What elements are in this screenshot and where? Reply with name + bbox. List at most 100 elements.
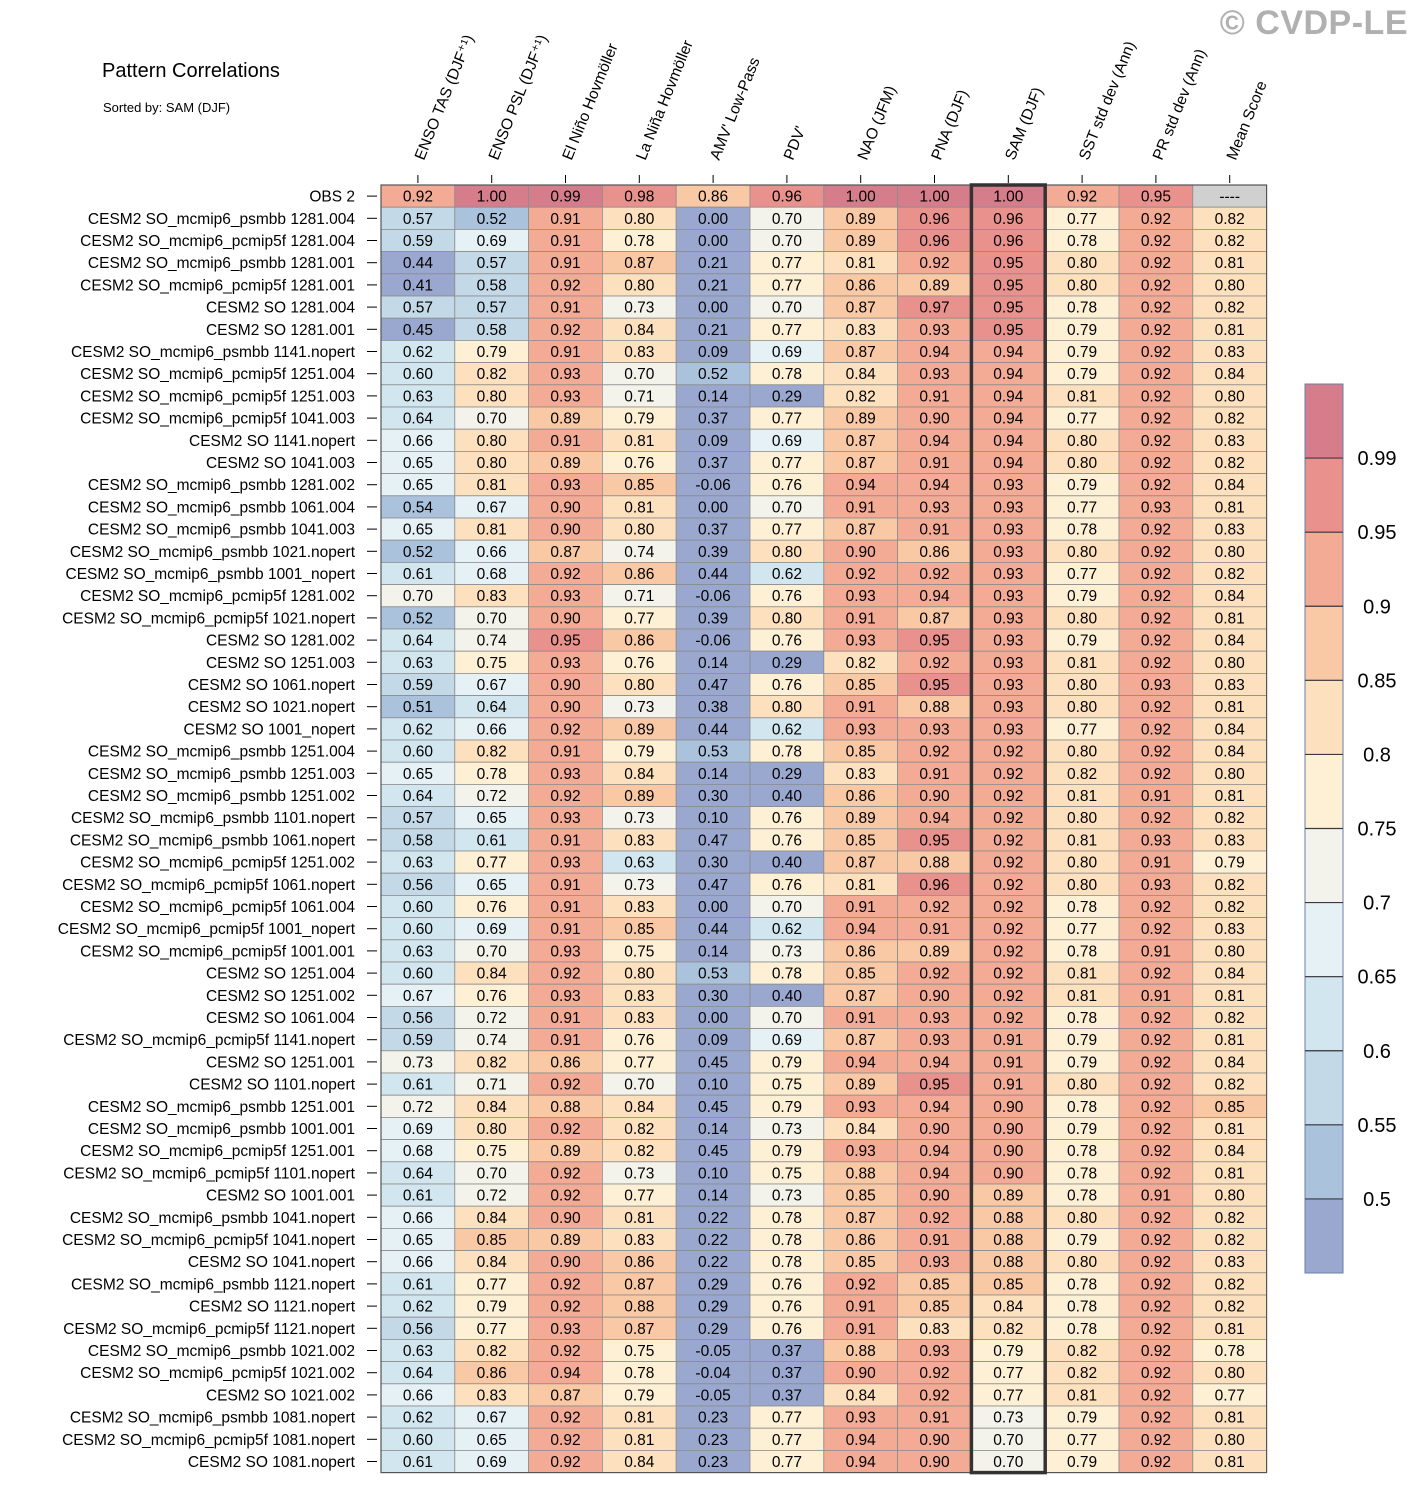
cell-value-label: 0.94 bbox=[919, 1143, 950, 1160]
cell-value-label: 0.70 bbox=[772, 300, 803, 317]
cell-value-label: 0.77 bbox=[993, 1365, 1023, 1382]
cell-value-label: 0.92 bbox=[846, 566, 876, 583]
cell-value-label: 0.76 bbox=[772, 588, 802, 605]
cell-value-label: 0.87 bbox=[846, 433, 876, 450]
cell-value-label: 0.75 bbox=[477, 1143, 507, 1160]
cell-value-label: 0.92 bbox=[1141, 1254, 1171, 1271]
cell-value-label: 0.91 bbox=[919, 522, 949, 539]
cell-value-label: 0.90 bbox=[846, 544, 877, 561]
row-label: CESM2 SO_mcmip6_pcmip5f 1001.001 bbox=[80, 943, 355, 960]
cell-value-label: 0.65 bbox=[403, 766, 433, 783]
highlight-column-frame bbox=[969, 183, 1047, 1475]
cell-value-label: 0.91 bbox=[919, 388, 949, 405]
cell-value-label: 0.88 bbox=[550, 1099, 580, 1116]
cell-value-label: 0.89 bbox=[846, 211, 876, 228]
cell-value-label: 0.76 bbox=[772, 1321, 802, 1338]
cell-value-label: 0.90 bbox=[919, 1188, 950, 1205]
colorbar-segment bbox=[1304, 457, 1344, 533]
cell-value-label: 0.21 bbox=[698, 322, 728, 339]
cell-value-label: 0.86 bbox=[624, 1254, 654, 1271]
row-label: CESM2 SO_mcmip6_pcmip5f 1281.001 bbox=[80, 277, 355, 294]
colorbar-tick-label: 0.85 bbox=[1358, 670, 1397, 692]
watermark: © CVDP-LE bbox=[1219, 4, 1408, 42]
cell-value-label: 0.57 bbox=[403, 300, 433, 317]
cell-value-label: 0.37 bbox=[772, 1387, 802, 1404]
cell-value-label: 0.92 bbox=[1141, 655, 1171, 672]
row-label: CESM2 SO 1021.nopert bbox=[188, 699, 356, 716]
row-label: CESM2 SO_mcmip6_pcmip5f 1061.nopert bbox=[62, 877, 356, 894]
row-label: CESM2 SO 1001_nopert bbox=[184, 721, 356, 738]
row-label: CESM2 SO 1101.nopert bbox=[189, 1077, 356, 1094]
cell-value-label: 0.69 bbox=[772, 344, 802, 361]
cell-value-label: 0.79 bbox=[1067, 344, 1097, 361]
cell-value-label: 0.86 bbox=[846, 277, 876, 294]
cell-value-label: 0.72 bbox=[477, 1188, 507, 1205]
cell-value-label: 0.80 bbox=[1067, 1254, 1098, 1271]
cell-value-label: 0.14 bbox=[698, 388, 729, 405]
cell-value-label: 0.73 bbox=[403, 1054, 433, 1071]
cell-value-label: 0.23 bbox=[698, 1454, 728, 1471]
cell-value-label: 0.79 bbox=[1215, 855, 1245, 872]
cell-value-label: 0.62 bbox=[403, 344, 433, 361]
cell-value-label: 0.93 bbox=[550, 943, 580, 960]
cell-value-label: 0.84 bbox=[1215, 744, 1246, 761]
cell-value-label: 0.92 bbox=[1141, 1010, 1171, 1027]
row-label: CESM2 SO_mcmip6_psmbb 1001_nopert bbox=[66, 566, 356, 583]
column-label-pna-djf: PNA (DJF) bbox=[928, 87, 972, 162]
cell-value-label: 0.83 bbox=[1215, 433, 1245, 450]
cell-value-label: 0.10 bbox=[698, 810, 729, 827]
cell-value-label: 0.93 bbox=[1141, 677, 1171, 694]
row-label: CESM2 SO 1121.nopert bbox=[189, 1299, 356, 1316]
cell-value-label: 0.92 bbox=[919, 255, 949, 272]
cell-value-label: 0.66 bbox=[477, 544, 507, 561]
cell-value-label: 0.52 bbox=[477, 211, 507, 228]
cell-value-label: 0.37 bbox=[698, 522, 728, 539]
cell-value-label: 0.73 bbox=[772, 1121, 802, 1138]
cell-value-label: 0.83 bbox=[1215, 921, 1245, 938]
cell-value-label: -0.04 bbox=[695, 1365, 731, 1382]
cell-value-label: 0.92 bbox=[550, 1454, 580, 1471]
cell-value-label: 0.85 bbox=[846, 966, 876, 983]
cell-value-label: 0.86 bbox=[846, 943, 876, 960]
cell-value-label: 0.92 bbox=[919, 966, 949, 983]
cell-value-label: 0.80 bbox=[1067, 455, 1098, 472]
colorbar-segment bbox=[1304, 605, 1344, 681]
cell-value-label: 0.76 bbox=[477, 988, 507, 1005]
cell-value-label: 0.93 bbox=[993, 633, 1023, 650]
cell-value-label: 0.78 bbox=[772, 366, 802, 383]
cell-value-label: 0.80 bbox=[772, 610, 803, 627]
cell-value-label: 0.93 bbox=[993, 677, 1023, 694]
cell-value-label: 0.67 bbox=[477, 1410, 507, 1427]
cell-value-label: 0.14 bbox=[698, 943, 729, 960]
cell-value-label: 0.92 bbox=[1141, 1299, 1171, 1316]
cell-value-label: 0.94 bbox=[919, 1099, 950, 1116]
cell-value-label: 0.90 bbox=[846, 1365, 877, 1382]
cell-value-label: 0.92 bbox=[993, 943, 1023, 960]
cell-value-label: 0.75 bbox=[624, 1343, 654, 1360]
cell-value-label: 0.81 bbox=[1067, 988, 1097, 1005]
cell-value-label: 0.80 bbox=[477, 455, 508, 472]
cell-value-label: 0.81 bbox=[1215, 610, 1245, 627]
cell-value-label: 0.78 bbox=[772, 1210, 802, 1227]
cell-value-label: 0.61 bbox=[403, 1454, 433, 1471]
cell-value-label: 0.77 bbox=[1215, 1387, 1245, 1404]
cell-value-label: 0.78 bbox=[1067, 1010, 1097, 1027]
cell-value-label: 0.77 bbox=[1067, 499, 1097, 516]
cell-value-label: 0.82 bbox=[1215, 1077, 1245, 1094]
cell-value-label: 0.93 bbox=[993, 499, 1023, 516]
cell-value-label: 0.58 bbox=[403, 832, 433, 849]
cell-value-label: 0.91 bbox=[550, 433, 580, 450]
cell-value-label: 0.70 bbox=[477, 943, 508, 960]
cell-value-label: 0.83 bbox=[1215, 1254, 1245, 1271]
cell-value-label: 0.86 bbox=[624, 566, 654, 583]
colorbar-segment bbox=[1304, 1050, 1344, 1126]
cell-value-label: 0.81 bbox=[1067, 388, 1097, 405]
column-label-sam-djf: SAM (DJF) bbox=[1002, 85, 1046, 162]
cell-value-label: 0.64 bbox=[403, 411, 434, 428]
cell-value-label: 0.81 bbox=[846, 877, 876, 894]
cell-value-label: 0.80 bbox=[624, 966, 655, 983]
cell-value-label: 0.62 bbox=[403, 721, 433, 738]
cell-value-label: 0.71 bbox=[624, 588, 654, 605]
cell-value-label: 0.66 bbox=[403, 433, 433, 450]
cell-value-label: 0.93 bbox=[846, 1099, 876, 1116]
